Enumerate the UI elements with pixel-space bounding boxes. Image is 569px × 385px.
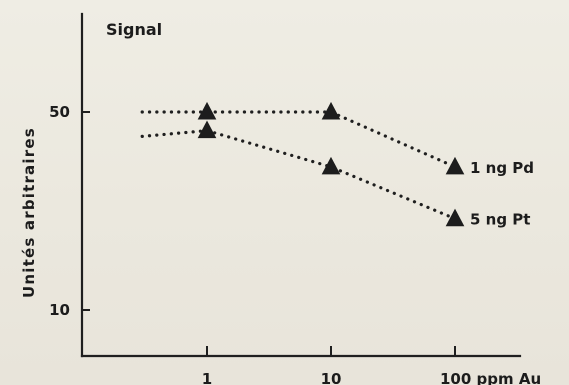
- series-label-1-ng-pd: 1 ng Pd: [470, 159, 534, 177]
- series-line-1-ng-pd: [140, 110, 457, 169]
- axes: 10 50 1 10 100 ppm Au: [49, 12, 541, 385]
- data-point-5-ng-pt-0: [197, 120, 217, 139]
- series-1-ng-pd: 1 ng Pd: [140, 101, 534, 177]
- data-point-5-ng-pt-2: [445, 208, 465, 227]
- x-tick-label-100: 100 ppm Au: [440, 370, 541, 385]
- y-tick-label-10: 10: [49, 301, 70, 319]
- labels-layer: Signal Unités arbitraires: [20, 20, 162, 298]
- data-point-1-ng-pd-1: [321, 101, 341, 120]
- x-tick-label-1: 1: [202, 370, 212, 385]
- data-point-1-ng-pd-0: [197, 101, 217, 120]
- y-tick-label-50: 50: [49, 103, 70, 121]
- data-point-1-ng-pd-2: [445, 156, 465, 175]
- y-axis-label: Unités arbitraires: [20, 127, 38, 298]
- chart-title: Signal: [106, 20, 162, 39]
- x-tick-label-10: 10: [321, 370, 342, 385]
- series-label-5-ng-pt: 5 ng Pt: [470, 211, 530, 229]
- series-line-5-ng-pt: [140, 128, 457, 221]
- series-layer: 1 ng Pd 5 ng Pt: [140, 101, 534, 229]
- data-point-5-ng-pt-1: [321, 156, 341, 175]
- series-5-ng-pt: 5 ng Pt: [140, 120, 530, 229]
